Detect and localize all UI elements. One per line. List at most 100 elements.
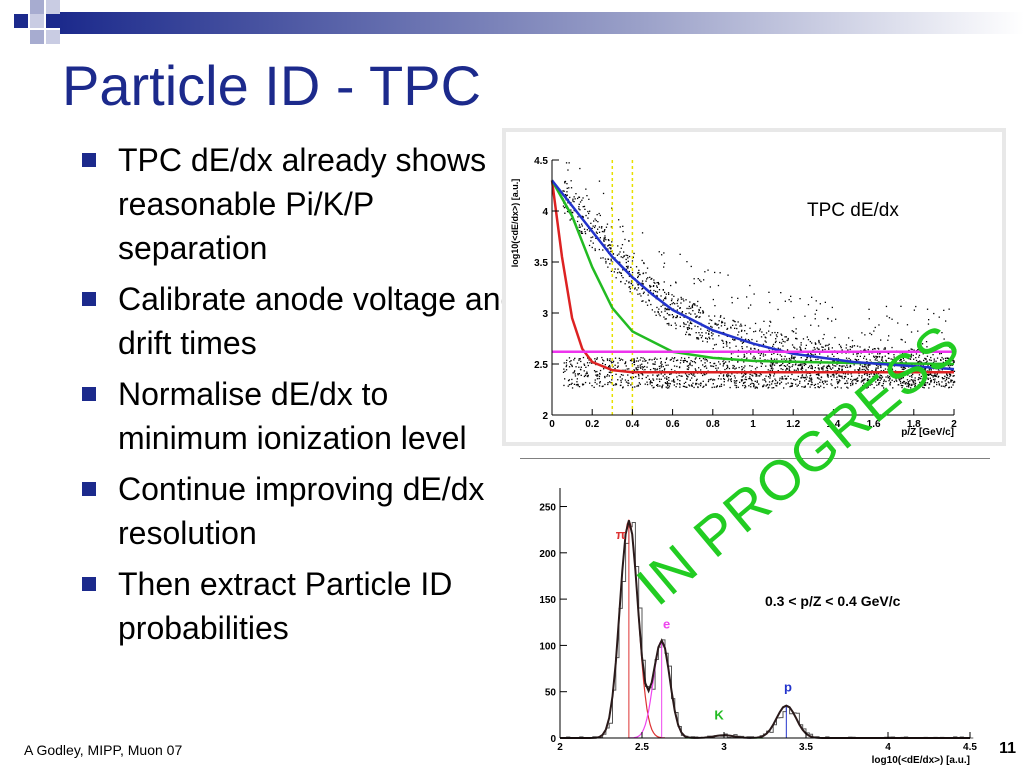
scatter-point bbox=[567, 202, 569, 204]
scatter-point bbox=[928, 374, 930, 376]
scatter-point bbox=[674, 303, 676, 305]
scatter-point bbox=[920, 367, 922, 369]
scatter-point bbox=[883, 387, 885, 389]
scatter-point bbox=[726, 375, 728, 377]
scatter-point bbox=[857, 359, 860, 361]
scatter-point bbox=[598, 377, 600, 380]
scatter-point bbox=[793, 356, 795, 358]
scatter-point bbox=[581, 230, 583, 233]
scatter-point bbox=[804, 359, 807, 361]
scatter-point bbox=[638, 375, 640, 377]
scatter-point bbox=[671, 303, 673, 305]
scatter-point bbox=[714, 305, 716, 307]
scatter-point bbox=[827, 376, 829, 378]
scatter-point bbox=[843, 365, 845, 367]
scatter-point bbox=[838, 369, 840, 371]
scatter-point bbox=[565, 195, 567, 197]
scatter-point bbox=[665, 364, 667, 366]
scatter-point bbox=[791, 330, 793, 332]
scatter-point bbox=[577, 383, 579, 386]
scatter-point bbox=[848, 337, 850, 339]
scatter-point bbox=[809, 365, 811, 367]
scatter-point bbox=[672, 316, 674, 319]
scatter-point bbox=[642, 300, 644, 302]
scatter-point bbox=[863, 349, 865, 351]
scatter-point bbox=[838, 368, 841, 370]
scatter-point bbox=[598, 385, 601, 387]
scatter-point bbox=[649, 276, 651, 278]
scatter-point bbox=[686, 327, 688, 329]
scatter-point bbox=[588, 212, 590, 215]
scatter-point bbox=[856, 380, 859, 382]
scatter-point bbox=[718, 375, 720, 377]
scatter-point bbox=[648, 359, 650, 361]
scatter-point bbox=[770, 365, 772, 368]
scatter-point bbox=[901, 386, 903, 389]
scatter-point bbox=[930, 380, 933, 382]
scatter-point bbox=[635, 367, 637, 369]
scatter-point bbox=[884, 347, 886, 349]
scatter-point bbox=[785, 378, 787, 380]
scatter-point bbox=[913, 383, 915, 385]
scatter-point bbox=[904, 367, 907, 369]
scatter-point bbox=[716, 385, 718, 387]
scatter-point bbox=[883, 379, 885, 381]
scatter-point bbox=[649, 284, 651, 287]
scatter-point bbox=[752, 375, 754, 377]
scatter-point bbox=[693, 361, 696, 363]
scatter-point bbox=[656, 375, 659, 377]
scatter-point bbox=[895, 379, 897, 381]
scatter-point bbox=[910, 331, 913, 333]
scatter-point bbox=[833, 374, 835, 377]
scatter-point bbox=[746, 357, 748, 359]
scatter-point bbox=[609, 370, 612, 372]
scatter-point bbox=[665, 386, 667, 388]
scatter-point bbox=[572, 200, 574, 202]
scatter-point bbox=[628, 281, 630, 283]
scatter-point bbox=[763, 334, 765, 336]
scatter-point bbox=[804, 315, 806, 317]
scatter-point bbox=[704, 271, 706, 273]
scatter-point bbox=[804, 380, 806, 382]
scatter-point bbox=[942, 378, 944, 380]
scatter-point bbox=[868, 308, 870, 310]
scatter-point bbox=[922, 378, 924, 380]
scatter-point bbox=[598, 226, 601, 228]
scatter-point bbox=[706, 360, 708, 362]
scatter-point bbox=[737, 349, 740, 352]
scatter-point bbox=[637, 293, 639, 295]
scatter-point bbox=[653, 285, 655, 287]
scatter-point bbox=[918, 354, 921, 356]
scatter-point bbox=[938, 383, 940, 385]
scatter-point bbox=[779, 348, 781, 350]
scatter-point bbox=[676, 365, 678, 368]
scatter-point bbox=[918, 378, 920, 381]
scatter-point bbox=[653, 289, 655, 292]
scatter-point bbox=[689, 362, 691, 364]
scatter-point bbox=[807, 304, 810, 306]
scatter-point bbox=[747, 339, 750, 341]
scatter-point bbox=[697, 278, 699, 280]
scatter-point bbox=[750, 353, 752, 355]
scatter-point bbox=[925, 341, 928, 343]
scatter-point bbox=[779, 365, 781, 367]
scatter-point bbox=[773, 373, 776, 375]
scatter-point bbox=[941, 369, 943, 371]
scatter-point bbox=[758, 352, 760, 354]
scatter-point bbox=[836, 370, 839, 372]
scatter-point bbox=[632, 284, 634, 286]
scatter-point bbox=[586, 195, 588, 197]
scatter-point bbox=[658, 313, 660, 315]
scatter-point bbox=[814, 387, 816, 389]
scatter-point bbox=[788, 365, 790, 368]
scatter-point bbox=[621, 244, 624, 246]
scatter-point bbox=[908, 386, 910, 388]
scatter-point bbox=[753, 385, 755, 387]
scatter-point bbox=[913, 309, 915, 311]
scatter-point bbox=[769, 334, 772, 336]
scatter-point bbox=[568, 384, 571, 386]
scatter-point bbox=[647, 375, 649, 377]
scatter-point bbox=[590, 222, 592, 224]
scatter-point bbox=[641, 300, 643, 302]
scatter-point bbox=[724, 368, 726, 371]
